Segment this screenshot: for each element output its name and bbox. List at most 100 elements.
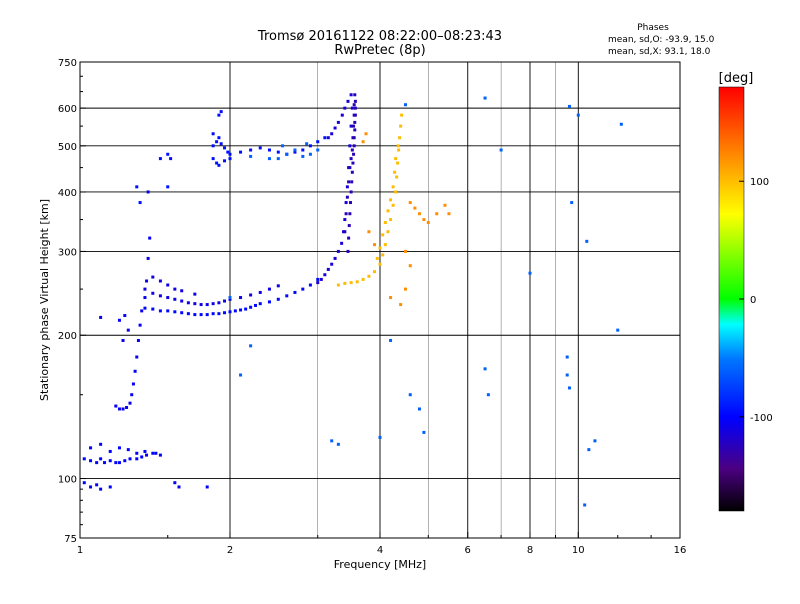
colorbar-tick-label: 100 [750,177,769,188]
x-tick-label: 4 [377,545,383,556]
data-point [158,309,162,313]
data-point [330,132,334,136]
data-point [301,287,305,291]
data-point [417,407,421,411]
data-point [499,148,503,152]
data-point [326,136,330,140]
data-point [308,152,312,156]
data-point [136,338,140,342]
data-point [316,277,320,281]
data-point [435,212,439,216]
data-point [378,435,382,439]
data-point [138,323,142,327]
data-point [193,313,197,317]
data-point [389,296,393,300]
data-point [343,230,347,234]
data-point [570,201,574,205]
data-point [140,309,144,313]
data-point [186,312,190,316]
data-point [117,318,121,322]
data-point [123,459,127,463]
data-point [135,185,139,189]
data-point [349,157,353,161]
chart-grid [80,62,680,538]
data-point [352,152,356,156]
x-tick-label: 1 [77,545,83,556]
data-point [350,148,354,152]
data-point [351,161,355,165]
data-point [408,393,412,397]
data-point [135,457,139,461]
data-point [336,249,340,253]
data-point [145,279,149,283]
data-point [143,449,147,453]
x-tick-label: 16 [674,545,687,556]
data-point [151,451,155,455]
data-point [378,262,382,266]
data-point [128,457,132,461]
data-point [158,453,162,457]
data-point [169,157,173,161]
data-point [301,154,305,158]
data-point [348,166,352,170]
data-point [323,136,327,140]
data-point [276,150,280,154]
data-point [249,305,253,309]
data-point [249,293,253,297]
data-point [244,307,248,311]
data-point [350,180,354,184]
data-point [258,302,262,306]
data-point [108,459,112,463]
data-point [330,439,334,443]
y-tick-label: 750 [58,58,77,69]
data-point [349,190,353,194]
data-point [228,310,232,314]
data-point [205,485,209,489]
data-point [393,170,397,174]
data-point [89,459,93,463]
data-point [99,442,103,446]
data-point [125,406,129,410]
data-point [403,287,407,291]
data-point [340,241,344,245]
data-point [308,283,312,287]
data-point [228,152,232,156]
data-point [173,287,177,291]
data-point [447,212,451,216]
data-point [205,313,209,317]
data-point [89,446,93,450]
data-point [267,148,271,152]
data-point [219,110,223,114]
data-point [383,221,387,225]
data-point [253,303,257,307]
data-point [336,120,340,124]
data-point [394,190,398,194]
x-tick-label: 6 [465,545,471,556]
x-tick-label: 10 [572,545,585,556]
data-point [143,306,147,310]
data-point [82,481,86,485]
data-point [417,212,421,216]
data-point [151,291,155,295]
data-point [145,453,149,457]
data-point [389,198,393,202]
data-point [219,142,223,146]
data-point [103,461,107,465]
y-axis: 75 100 200 300 400 500 600 750 [58,58,86,545]
x-axis: 1 2 4 6 8 10 16 [77,532,687,556]
data-point [143,296,147,300]
data-point [239,150,243,154]
data-point [108,485,112,489]
data-point [443,203,447,207]
data-point [336,442,340,446]
data-point [340,113,344,117]
data-point [347,224,351,228]
data-point [403,103,407,107]
data-point [89,485,93,489]
data-point [99,315,103,319]
data-point [319,277,323,281]
data-point [348,144,352,148]
data-point [217,136,221,140]
data-point [619,122,623,126]
